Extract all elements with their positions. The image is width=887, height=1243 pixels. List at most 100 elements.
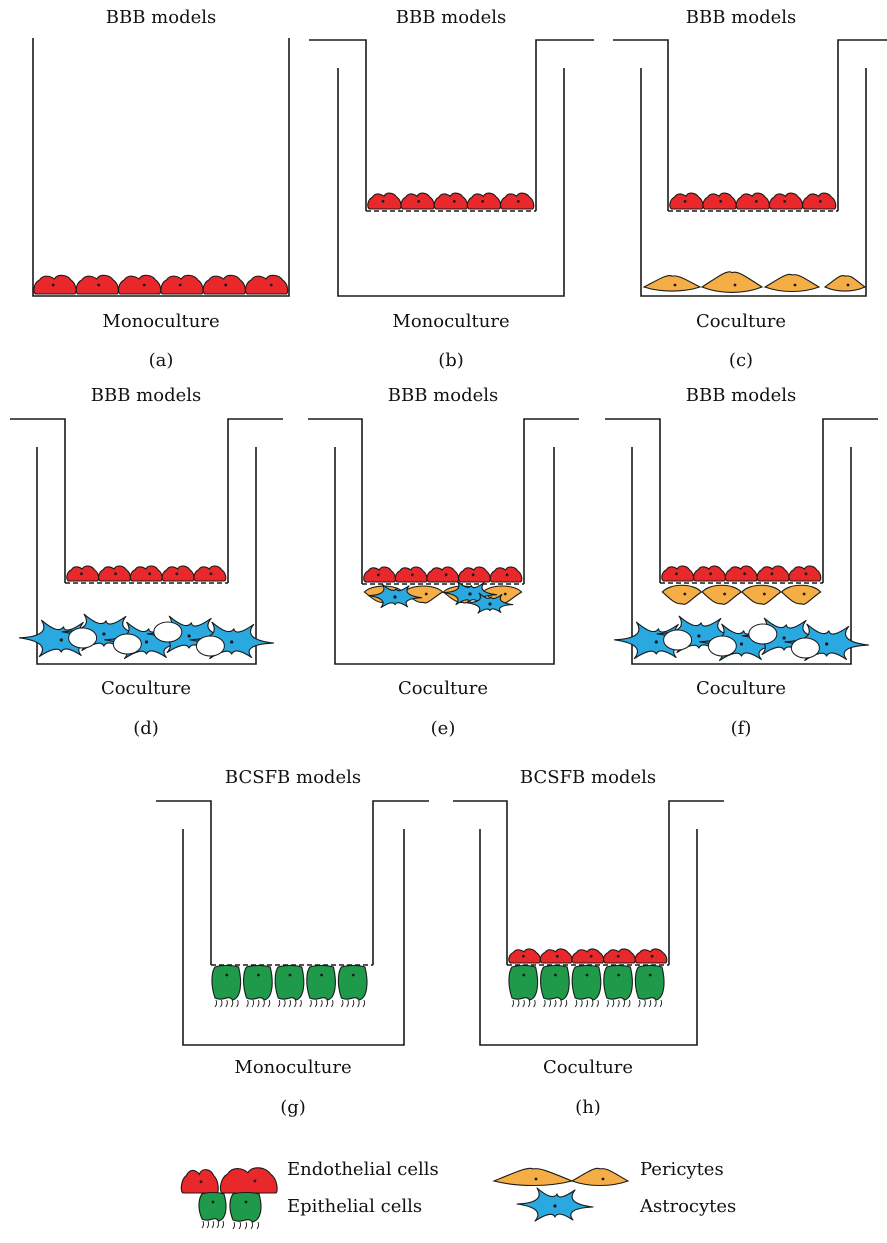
endothelial-cell — [129, 565, 163, 582]
intercellular-space — [153, 621, 183, 643]
panel-a-culture: Monoculture — [102, 311, 220, 332]
epithelial-cell — [306, 964, 336, 1001]
cilium — [574, 999, 578, 1008]
pericyte-cell — [780, 584, 822, 605]
cilium — [543, 999, 546, 1008]
cilium — [533, 999, 536, 1008]
cell-nucleus — [648, 973, 652, 977]
cell-nucleus — [253, 1179, 257, 1183]
cell-nucleus — [762, 592, 766, 596]
pericyte-cell — [701, 584, 742, 605]
cilium — [596, 999, 599, 1008]
cell-nucleus — [733, 283, 737, 287]
pericyte-cell — [823, 275, 867, 292]
cilium — [238, 1221, 242, 1230]
cilium — [346, 999, 349, 1008]
culture-well — [32, 38, 290, 297]
insert-wall-right — [822, 418, 878, 583]
culture-well — [334, 447, 555, 665]
cilium — [628, 999, 631, 1008]
cilium — [244, 1221, 248, 1230]
endothelial-cell — [244, 274, 289, 295]
epithelial-cell — [634, 964, 665, 1001]
panel-a-header: BBB models — [105, 7, 217, 28]
cell-nucleus — [723, 592, 727, 596]
cilium — [320, 999, 323, 1008]
cell-nucleus — [481, 199, 485, 203]
cell-nucleus — [417, 199, 421, 203]
cell-nucleus — [683, 592, 687, 596]
cell-nucleus — [410, 573, 414, 577]
culture-well — [640, 68, 867, 297]
cell-nucleus — [452, 199, 456, 203]
cell-nucleus — [650, 954, 654, 958]
cell-nucleus — [555, 954, 559, 958]
panel-d — [10, 418, 283, 665]
pericyte-cell — [492, 1167, 574, 1186]
cell-nucleus — [80, 572, 83, 576]
cell-nucleus — [424, 592, 428, 596]
cell-nucleus — [488, 602, 492, 606]
cell-nucleus — [175, 572, 179, 576]
panel-b-header: BBB models — [395, 7, 507, 28]
cilium — [232, 1221, 236, 1230]
panel-g-culture: Monoculture — [234, 1057, 352, 1078]
cell-nucleus — [719, 199, 723, 203]
cell-nucleus — [102, 632, 106, 636]
cell-nucleus — [381, 199, 385, 203]
cell-nucleus — [114, 572, 117, 576]
cell-nucleus — [211, 1200, 215, 1204]
cilium — [283, 999, 286, 1008]
panel-g-header: BCSFB models — [224, 767, 362, 788]
cilium — [511, 999, 515, 1008]
cell-nucleus — [793, 283, 797, 287]
intercellular-space — [112, 633, 142, 655]
cell-nucleus — [351, 973, 355, 977]
cilium — [221, 1220, 225, 1229]
endothelial-cell — [724, 565, 758, 582]
cell-nucleus — [144, 640, 149, 644]
culture-well — [337, 68, 565, 297]
insert-wall-right — [523, 418, 579, 584]
panel-h-culture: Coculture — [542, 1057, 634, 1078]
endothelial-cell — [33, 274, 77, 295]
cilium — [314, 999, 318, 1008]
epithelial-cell — [229, 1191, 262, 1223]
cell-nucleus — [554, 973, 557, 977]
insert-wall-right — [837, 39, 887, 211]
panel-g-tag: (g) — [280, 1097, 306, 1118]
cell-nucleus — [199, 1180, 203, 1184]
cilium — [617, 999, 620, 1008]
cell-nucleus — [148, 572, 152, 576]
cell-nucleus — [51, 283, 55, 287]
cell-nucleus — [468, 592, 472, 596]
panel-a — [32, 38, 290, 297]
insert-wall-left — [309, 39, 367, 211]
cell-nucleus — [825, 642, 829, 646]
cilium — [309, 999, 312, 1008]
panel-d-header: BBB models — [90, 385, 202, 406]
panel-b-culture: Monoculture — [392, 311, 510, 332]
cell-nucleus — [257, 973, 260, 977]
epithelial-cell — [198, 1191, 227, 1222]
cell-nucleus — [522, 973, 526, 977]
insert-wall-right — [227, 418, 283, 583]
cell-nucleus — [503, 592, 507, 596]
cell-nucleus — [601, 1177, 605, 1181]
legend-pericytes-label: Pericytes — [640, 1159, 724, 1180]
insert-wall-left — [156, 800, 212, 965]
panel-b — [309, 39, 594, 297]
cilium — [654, 999, 657, 1008]
pericyte-cell — [570, 1167, 630, 1187]
cilium — [246, 999, 249, 1008]
intercellular-space — [68, 627, 98, 649]
cell-nucleus — [553, 1204, 557, 1208]
intercellular-space — [707, 635, 737, 657]
cilium — [250, 1221, 254, 1230]
cell-nucleus — [376, 573, 380, 577]
cilium — [216, 1220, 220, 1229]
cell-nucleus — [846, 283, 850, 287]
cell-nucleus — [505, 573, 509, 577]
